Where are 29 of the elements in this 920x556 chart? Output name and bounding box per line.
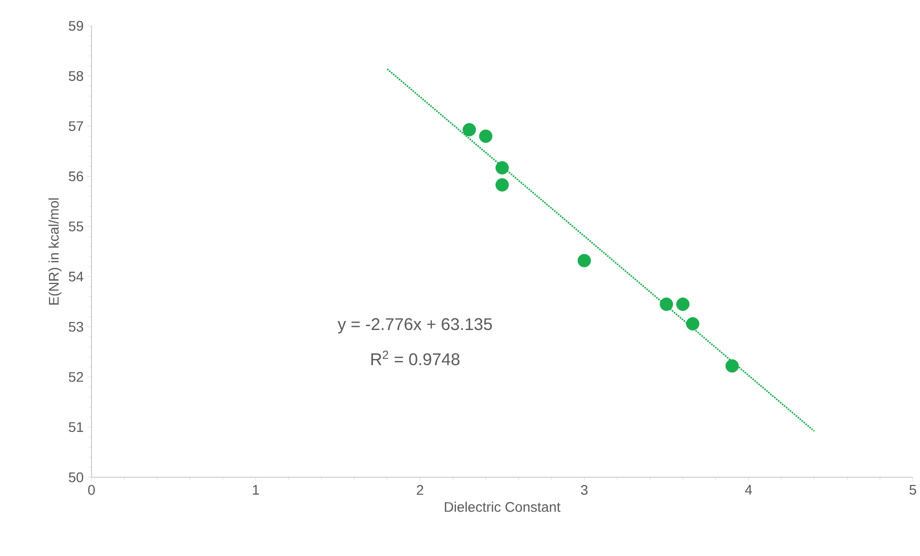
x-tick-label: 1 xyxy=(252,485,259,495)
annotation: R$^{2}$ = 0.9748 xyxy=(371,350,460,366)
y-tick-label: 55 xyxy=(68,222,84,232)
point xyxy=(495,178,509,192)
point xyxy=(495,161,509,175)
point xyxy=(578,254,591,268)
y-tick-label: 54 xyxy=(68,272,84,282)
y-tick-label: 51 xyxy=(68,422,84,432)
y-axis-title: E(NR) in kcal/mol xyxy=(48,198,62,305)
y-tick-label: 58 xyxy=(68,71,84,82)
annotation: y = -2.776x + 63.135 xyxy=(338,318,492,334)
point xyxy=(660,298,674,311)
y-tick-label: 57 xyxy=(68,121,84,132)
y-tick-label: 50 xyxy=(68,472,84,482)
y-tick-label: 52 xyxy=(68,372,84,382)
point xyxy=(479,130,492,143)
x-axis-title: Dielectric Constant xyxy=(444,502,560,512)
point xyxy=(462,123,476,136)
x-tick-label: 2 xyxy=(416,485,424,495)
point xyxy=(676,298,690,311)
point xyxy=(686,317,700,331)
x-tick-label: 5 xyxy=(910,485,916,495)
x-tick-label: 0 xyxy=(88,485,95,495)
x-tick-label: 4 xyxy=(745,485,752,495)
x-tick-label: 3 xyxy=(580,485,588,495)
y-tick-label: 53 xyxy=(68,322,84,332)
point xyxy=(725,359,739,373)
y-tick-label: 56 xyxy=(68,171,84,182)
y-tick-label: 59 xyxy=(68,20,84,31)
